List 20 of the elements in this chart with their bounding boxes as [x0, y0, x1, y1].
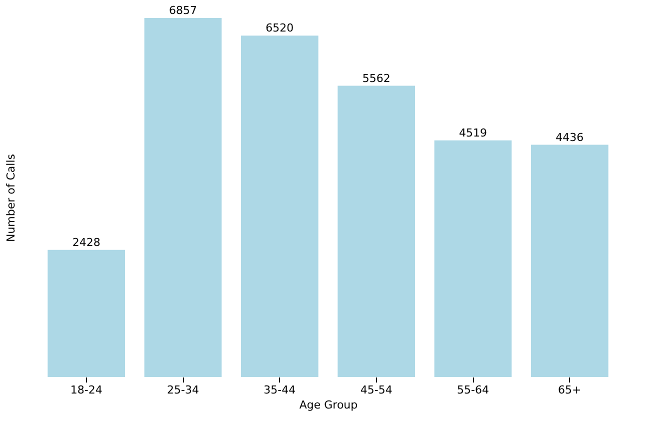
x-axis-title: Age Group	[299, 398, 358, 412]
bar	[338, 86, 415, 377]
y-axis-title: Number of Calls	[4, 154, 18, 242]
bar	[531, 144, 608, 377]
x-tick-label: 65+	[558, 384, 582, 396]
bar	[241, 36, 318, 377]
x-tick-label: 35-44	[264, 384, 296, 396]
bar	[144, 18, 222, 377]
x-tick-label: 45-54	[360, 384, 392, 396]
bar	[48, 250, 125, 377]
x-tick-label: 18-24	[70, 384, 102, 396]
bar	[434, 140, 512, 377]
data-label: 6520	[266, 22, 294, 35]
data-label: 5562	[362, 72, 390, 85]
data-label: 4519	[459, 126, 487, 140]
data-label: 2428	[72, 236, 100, 249]
x-tick-label: 25-34	[167, 384, 199, 396]
data-label: 4436	[556, 130, 584, 144]
data-label: 6857	[169, 4, 197, 17]
x-tick-label: 55-64	[457, 384, 489, 396]
